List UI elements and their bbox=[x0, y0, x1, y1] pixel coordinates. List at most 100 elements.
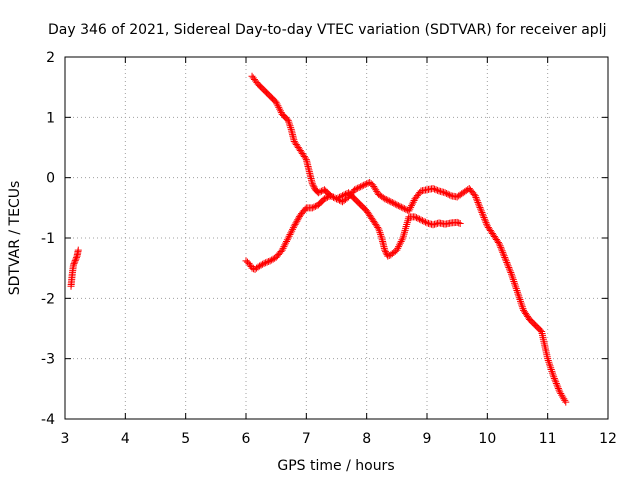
x-tick-labels: 3 4 5 6 7 8 9 10 11 12 bbox=[61, 431, 617, 447]
data-point bbox=[399, 204, 407, 212]
data-point bbox=[266, 257, 274, 265]
data-point bbox=[511, 281, 519, 289]
data-point bbox=[481, 215, 489, 223]
data-point bbox=[518, 301, 526, 309]
data-point bbox=[352, 185, 360, 193]
data-point bbox=[254, 263, 262, 271]
data-point bbox=[340, 191, 348, 199]
data-point bbox=[503, 258, 511, 266]
data-points bbox=[67, 72, 570, 406]
data-point bbox=[494, 239, 502, 247]
data-point bbox=[279, 244, 287, 252]
data-point bbox=[402, 224, 410, 232]
data-point bbox=[288, 227, 296, 235]
data-point bbox=[501, 255, 509, 263]
data-point bbox=[310, 183, 318, 191]
data-point bbox=[517, 297, 525, 305]
data-point bbox=[552, 379, 560, 387]
data-point bbox=[417, 216, 425, 224]
data-point bbox=[507, 269, 515, 277]
data-point bbox=[72, 255, 80, 263]
series-segment-2 bbox=[242, 178, 570, 406]
data-point bbox=[396, 202, 404, 210]
data-point bbox=[314, 189, 322, 197]
y-tick-label: 2 bbox=[46, 50, 55, 66]
x-tick-label: 11 bbox=[539, 431, 557, 447]
data-point bbox=[278, 246, 286, 254]
data-point bbox=[287, 124, 295, 132]
data-point bbox=[500, 252, 508, 260]
data-point bbox=[337, 193, 345, 201]
data-point bbox=[477, 207, 485, 215]
data-point bbox=[382, 248, 390, 256]
data-point bbox=[289, 225, 297, 233]
data-point bbox=[478, 209, 486, 217]
y-tick-label: -2 bbox=[41, 291, 55, 307]
data-point bbox=[434, 186, 442, 194]
data-point bbox=[453, 218, 461, 226]
data-point bbox=[259, 260, 267, 268]
data-point bbox=[496, 242, 504, 250]
data-point bbox=[263, 258, 271, 266]
data-point bbox=[384, 196, 392, 204]
data-point bbox=[390, 199, 398, 207]
data-point bbox=[381, 246, 389, 254]
data-point bbox=[475, 202, 483, 210]
series-segment-1 bbox=[67, 246, 82, 290]
data-point bbox=[74, 246, 82, 254]
data-point bbox=[545, 360, 553, 368]
data-point bbox=[385, 197, 393, 205]
y-axis-label: SDTVAR / TECUs bbox=[7, 181, 23, 296]
data-point bbox=[415, 215, 423, 223]
data-point bbox=[509, 276, 517, 284]
data-point bbox=[553, 381, 561, 389]
data-point bbox=[414, 214, 422, 222]
data-point bbox=[285, 118, 293, 126]
data-point bbox=[474, 198, 482, 206]
data-point bbox=[374, 223, 382, 231]
data-point bbox=[322, 194, 330, 202]
data-point bbox=[71, 258, 79, 266]
data-point bbox=[501, 253, 509, 261]
data-point bbox=[262, 259, 270, 267]
data-point bbox=[69, 261, 77, 269]
data-point bbox=[260, 259, 268, 267]
data-point bbox=[505, 263, 513, 271]
data-point bbox=[382, 196, 390, 204]
data-point bbox=[283, 236, 291, 244]
data-point bbox=[554, 383, 562, 391]
data-point bbox=[388, 199, 396, 207]
data-point bbox=[250, 265, 258, 273]
data-point bbox=[329, 193, 337, 201]
data-point bbox=[499, 250, 507, 258]
data-point bbox=[276, 105, 284, 113]
data-point bbox=[545, 358, 553, 366]
data-point bbox=[551, 376, 559, 384]
data-point bbox=[431, 185, 439, 193]
data-point bbox=[272, 98, 280, 106]
data-point bbox=[508, 272, 516, 280]
data-point bbox=[283, 115, 291, 123]
data-point bbox=[375, 227, 383, 235]
data-point bbox=[403, 219, 411, 227]
data-point bbox=[544, 356, 552, 364]
x-tick-label: 10 bbox=[478, 431, 496, 447]
data-point bbox=[394, 244, 402, 252]
data-point bbox=[385, 251, 393, 259]
data-point bbox=[268, 256, 276, 264]
data-point bbox=[483, 220, 491, 228]
data-point bbox=[512, 283, 520, 291]
data-point bbox=[328, 193, 336, 201]
data-point bbox=[514, 288, 521, 296]
series-segment-3 bbox=[248, 72, 464, 260]
data-point bbox=[395, 241, 403, 249]
data-point bbox=[355, 183, 363, 191]
data-point bbox=[265, 258, 273, 266]
data-point bbox=[316, 188, 324, 196]
data-point bbox=[443, 190, 451, 198]
data-point bbox=[320, 195, 328, 203]
chart-title: Day 346 of 2021, Sidereal Day-to-day VTE… bbox=[48, 22, 606, 38]
data-point bbox=[562, 398, 570, 406]
data-point bbox=[284, 116, 292, 124]
data-point bbox=[512, 285, 520, 293]
